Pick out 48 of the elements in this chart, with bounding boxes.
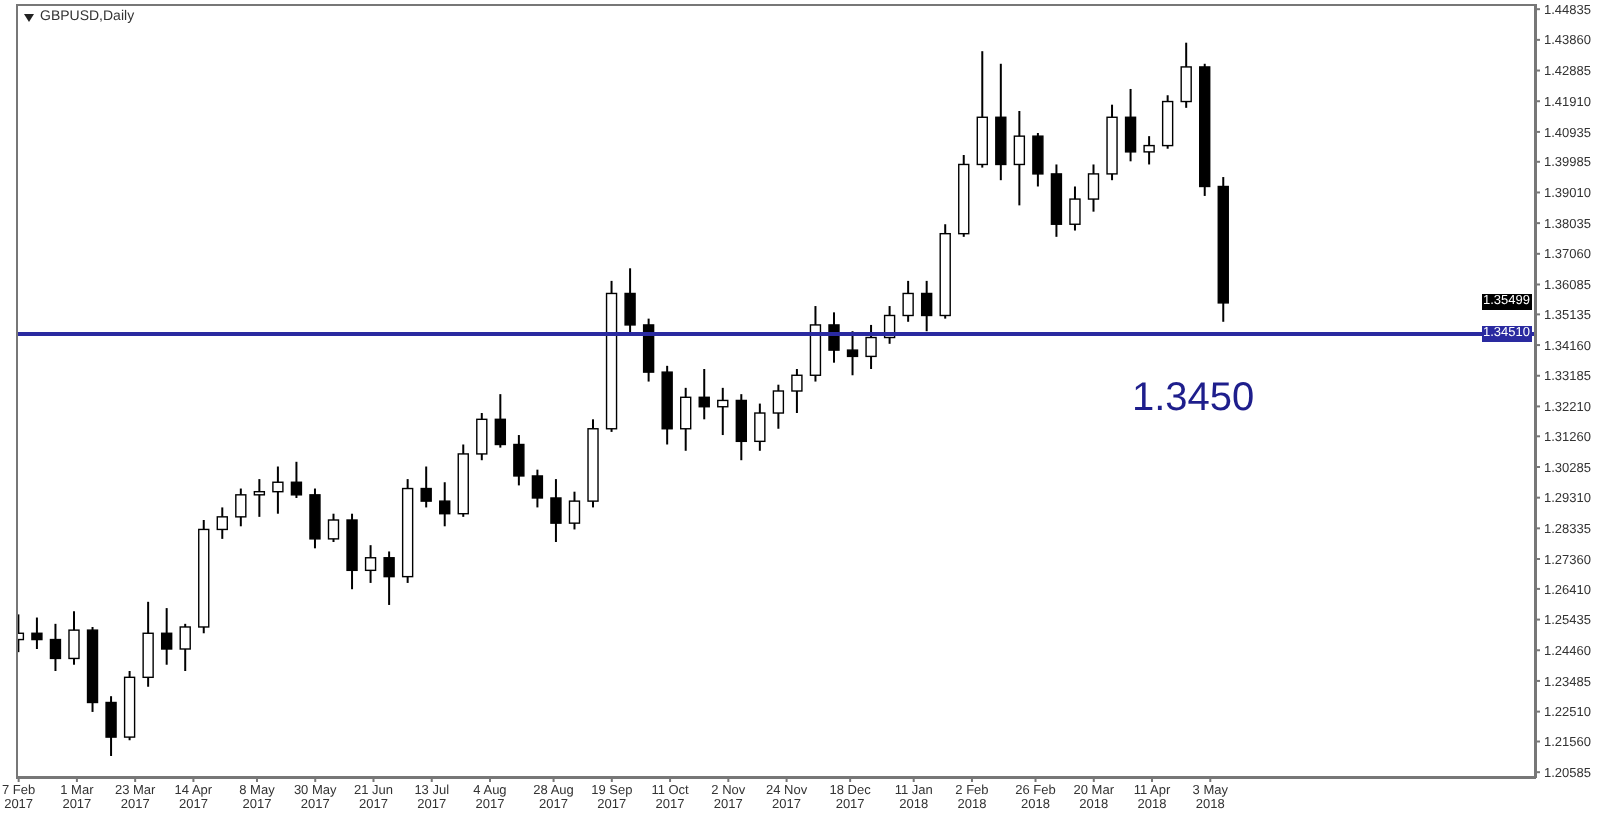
candlestick <box>1069 185 1081 232</box>
candlestick <box>1087 163 1100 213</box>
candlestick <box>920 279 933 333</box>
candlestick <box>290 460 303 499</box>
candlestick <box>383 550 395 606</box>
candlestick <box>420 465 432 509</box>
candlestick <box>865 323 877 370</box>
annotation: 1.3450 <box>1132 376 1255 422</box>
candlestick <box>735 393 748 462</box>
candlestick <box>976 50 988 169</box>
candlestick <box>717 386 729 437</box>
candlestick <box>1013 109 1026 207</box>
candlestick <box>327 512 340 544</box>
candlestick <box>494 393 507 449</box>
candlestick <box>1180 41 1192 109</box>
candlestick <box>476 412 488 462</box>
candlestick <box>995 62 1007 182</box>
candlestick <box>68 610 80 666</box>
candlestick <box>49 622 62 673</box>
candlestick <box>1161 94 1174 150</box>
candlestick <box>1032 132 1044 188</box>
candlestick <box>568 490 581 531</box>
candlestick <box>160 607 173 666</box>
candlestick <box>235 487 247 528</box>
candlestick <box>309 487 321 550</box>
candlestick <box>624 267 636 336</box>
candlestick <box>846 330 859 377</box>
candlestick <box>179 622 191 673</box>
candlestick <box>680 386 692 452</box>
candlestick <box>772 383 785 430</box>
candlestick <box>531 468 544 509</box>
candlestick <box>754 402 766 452</box>
candlestick <box>216 506 228 540</box>
candlestick <box>550 478 562 544</box>
candlestick <box>439 481 451 528</box>
candlestick <box>1143 135 1155 166</box>
candlestick <box>642 317 655 383</box>
candlestick <box>253 478 266 518</box>
candlestick <box>105 695 117 757</box>
candlestick <box>31 616 43 650</box>
candlestick <box>902 279 914 323</box>
candlestick <box>1124 87 1137 163</box>
candlestick <box>364 544 377 584</box>
candlestick <box>272 465 284 515</box>
candlestick <box>698 367 710 421</box>
candlestick <box>513 434 525 487</box>
candlestick <box>142 600 154 688</box>
candlestick <box>791 367 803 415</box>
